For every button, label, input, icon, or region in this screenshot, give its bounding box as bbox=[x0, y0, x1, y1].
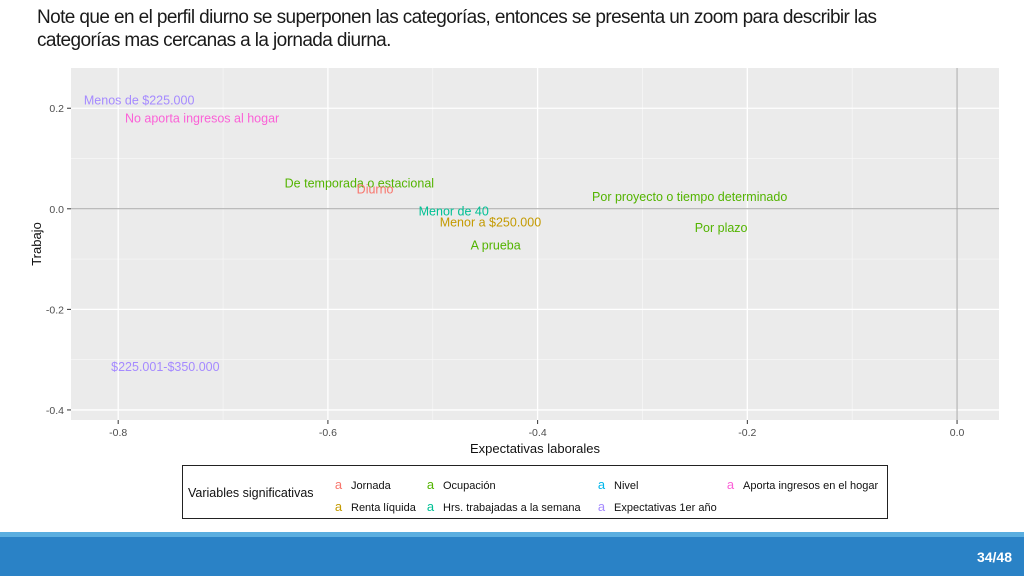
legend-key: a bbox=[597, 477, 606, 492]
legend-label: Ocupación bbox=[443, 480, 496, 492]
legend-item-expectativas: a Expectativas 1er año bbox=[595, 499, 717, 514]
point-label: Diurno bbox=[357, 183, 394, 197]
point-label: Por plazo bbox=[695, 221, 748, 235]
point-label: A prueba bbox=[471, 239, 521, 253]
legend-key: a bbox=[426, 477, 435, 492]
x-tick-label: -0.4 bbox=[529, 427, 547, 439]
reference-lines bbox=[71, 68, 999, 420]
legend-label: Jornada bbox=[351, 480, 391, 492]
legend: Variables significativas a Jornada a Renta… bbox=[182, 465, 888, 519]
plot-panel bbox=[71, 68, 999, 420]
legend-title: Variables significativas bbox=[188, 486, 314, 500]
x-tick-label: 0.0 bbox=[950, 427, 965, 439]
point-label: Menos de $225.000 bbox=[84, 94, 195, 108]
legend-key: a bbox=[426, 499, 435, 514]
point-label: Menor de 40 bbox=[419, 204, 489, 218]
legend-item-aporta-ingresos: a Aporta ingresos en el hogar bbox=[724, 477, 878, 492]
legend-label: Aporta ingresos en el hogar bbox=[743, 480, 879, 492]
y-tick-label: -0.4 bbox=[46, 405, 64, 417]
legend-label: Hrs. trabajadas a la semana bbox=[443, 502, 581, 514]
point-label: $225.001-$350.000 bbox=[111, 360, 219, 374]
legend-item-ocupacion: a Ocupación bbox=[424, 477, 496, 492]
legend-key: a bbox=[334, 499, 343, 514]
legend-item-jornada: a Jornada bbox=[332, 477, 391, 492]
point-label: De temporada o estacional bbox=[285, 177, 434, 191]
y-tick-label: 0.2 bbox=[49, 103, 64, 115]
footer-stripe bbox=[0, 532, 1024, 537]
x-tick-label: -0.8 bbox=[109, 427, 127, 439]
legend-label: Expectativas 1er año bbox=[614, 502, 717, 514]
point-label: Menor a $250.000 bbox=[440, 215, 542, 229]
y-tick-label: 0.0 bbox=[49, 204, 64, 216]
legend-key: a bbox=[726, 477, 735, 492]
x-axis: -0.8 -0.6 -0.4 -0.2 0.0 bbox=[109, 420, 965, 439]
point-label: Por proyecto o tiempo determinado bbox=[592, 190, 787, 204]
x-tick-label: -0.6 bbox=[319, 427, 337, 439]
x-axis-title: Expectativas laborales bbox=[470, 441, 601, 456]
y-tick-label: -0.2 bbox=[46, 304, 64, 316]
x-tick-label: -0.2 bbox=[738, 427, 756, 439]
legend-key: a bbox=[334, 477, 343, 492]
slide-title: Note que en el perfil diurno se superpon… bbox=[37, 7, 877, 51]
legend-key: a bbox=[597, 499, 606, 514]
legend-item-renta-liquida: a Renta líquida bbox=[332, 499, 416, 514]
legend-item-nivel: a Nivel bbox=[595, 477, 639, 492]
footer-bar: 34/48 bbox=[0, 537, 1024, 576]
legend-label: Nivel bbox=[614, 480, 639, 492]
y-axis-title: Trabajo bbox=[29, 222, 44, 266]
y-axis: -0.4 -0.2 0.0 0.2 bbox=[46, 103, 71, 417]
legend-item-hrs-trabajadas: a Hrs. trabajadas a la semana bbox=[424, 499, 581, 514]
point-label: No aporta ingresos al hogar bbox=[125, 111, 279, 125]
scatter-chart: -0.8 -0.6 -0.4 -0.2 0.0 -0.4 -0.2 0.0 0.2 Menos… bbox=[29, 68, 999, 456]
legend-label: Renta líquida bbox=[351, 502, 416, 514]
minor-gridlines bbox=[71, 68, 999, 420]
point-labels: Menos de $225.000 No aporta ingresos al h… bbox=[84, 94, 787, 375]
page-number: 34/48 bbox=[976, 549, 1012, 565]
